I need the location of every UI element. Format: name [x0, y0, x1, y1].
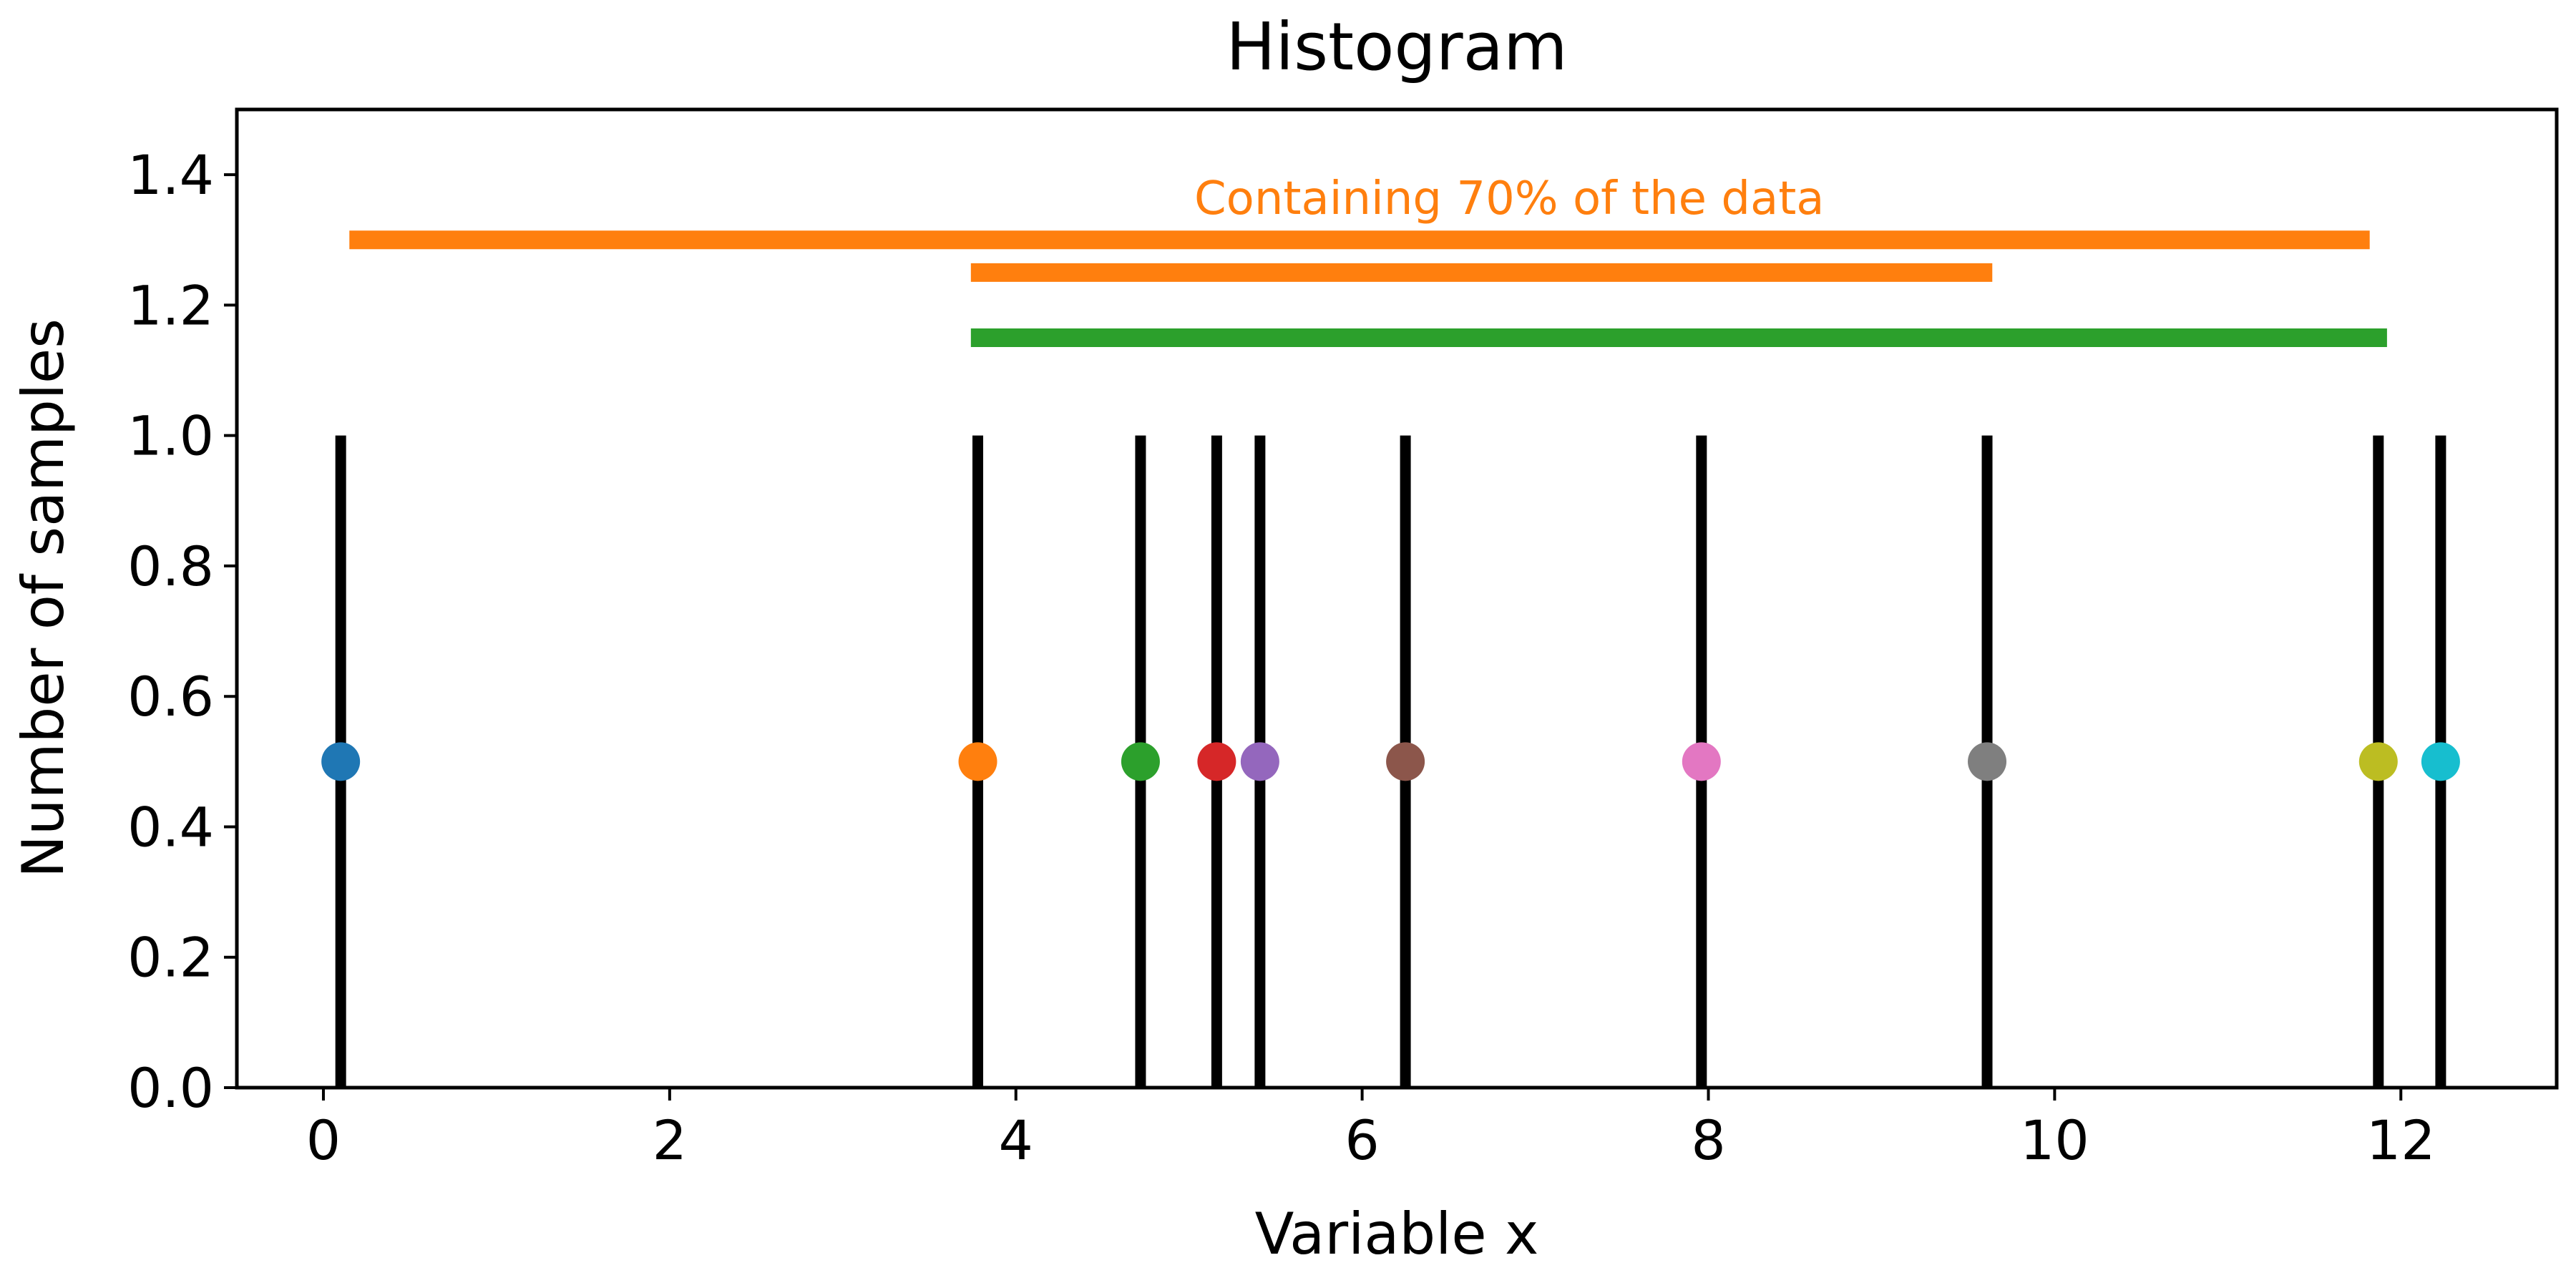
sample-point-2 [958, 742, 997, 781]
y-tick-label: 1.2 [127, 273, 214, 337]
sample-point-10 [2421, 742, 2460, 781]
y-tick-label: 0.0 [127, 1056, 214, 1120]
plot-frame [235, 107, 2559, 1090]
x-tick-label: 2 [653, 1108, 687, 1172]
sample-point-4 [1197, 742, 1236, 781]
sample-point-5 [1240, 742, 1279, 781]
chart-title: Histogram [1226, 9, 1567, 85]
x-tick-label: 4 [999, 1108, 1033, 1172]
sample-point-8 [1968, 742, 2007, 781]
y-tick-label: 0.6 [127, 665, 214, 728]
x-tick-label: 0 [306, 1108, 341, 1172]
y-tick-label: 0.8 [127, 535, 214, 598]
y-tick-label: 1.4 [127, 143, 214, 207]
sample-point-7 [1682, 742, 1721, 781]
y-axis: 0.0 0.2 0.4 0.6 0.8 1.0 1.2 1.4 [127, 143, 237, 1120]
y-tick-label: 0.4 [127, 795, 214, 859]
interval-annotation: Containing 70% of the data [1194, 172, 1825, 225]
sample-point-9 [2358, 742, 2398, 781]
sample-point-6 [1386, 742, 1425, 781]
sample-point-1 [321, 742, 361, 781]
y-tick-label: 0.2 [127, 926, 214, 990]
y-axis-label: Number of samples [10, 318, 77, 878]
plot-area: Containing 70% of the data [321, 172, 2460, 1088]
x-axis: 0 2 4 6 8 10 12 [306, 1088, 2436, 1172]
y-tick-label: 1.0 [127, 404, 214, 468]
x-tick-label: 12 [2366, 1108, 2436, 1172]
x-tick-label: 10 [2020, 1108, 2089, 1172]
sample-point-3 [1121, 742, 1160, 781]
x-tick-label: 8 [1691, 1108, 1725, 1172]
x-axis-label: Variable x [1255, 1201, 1539, 1267]
x-tick-label: 6 [1345, 1108, 1379, 1172]
